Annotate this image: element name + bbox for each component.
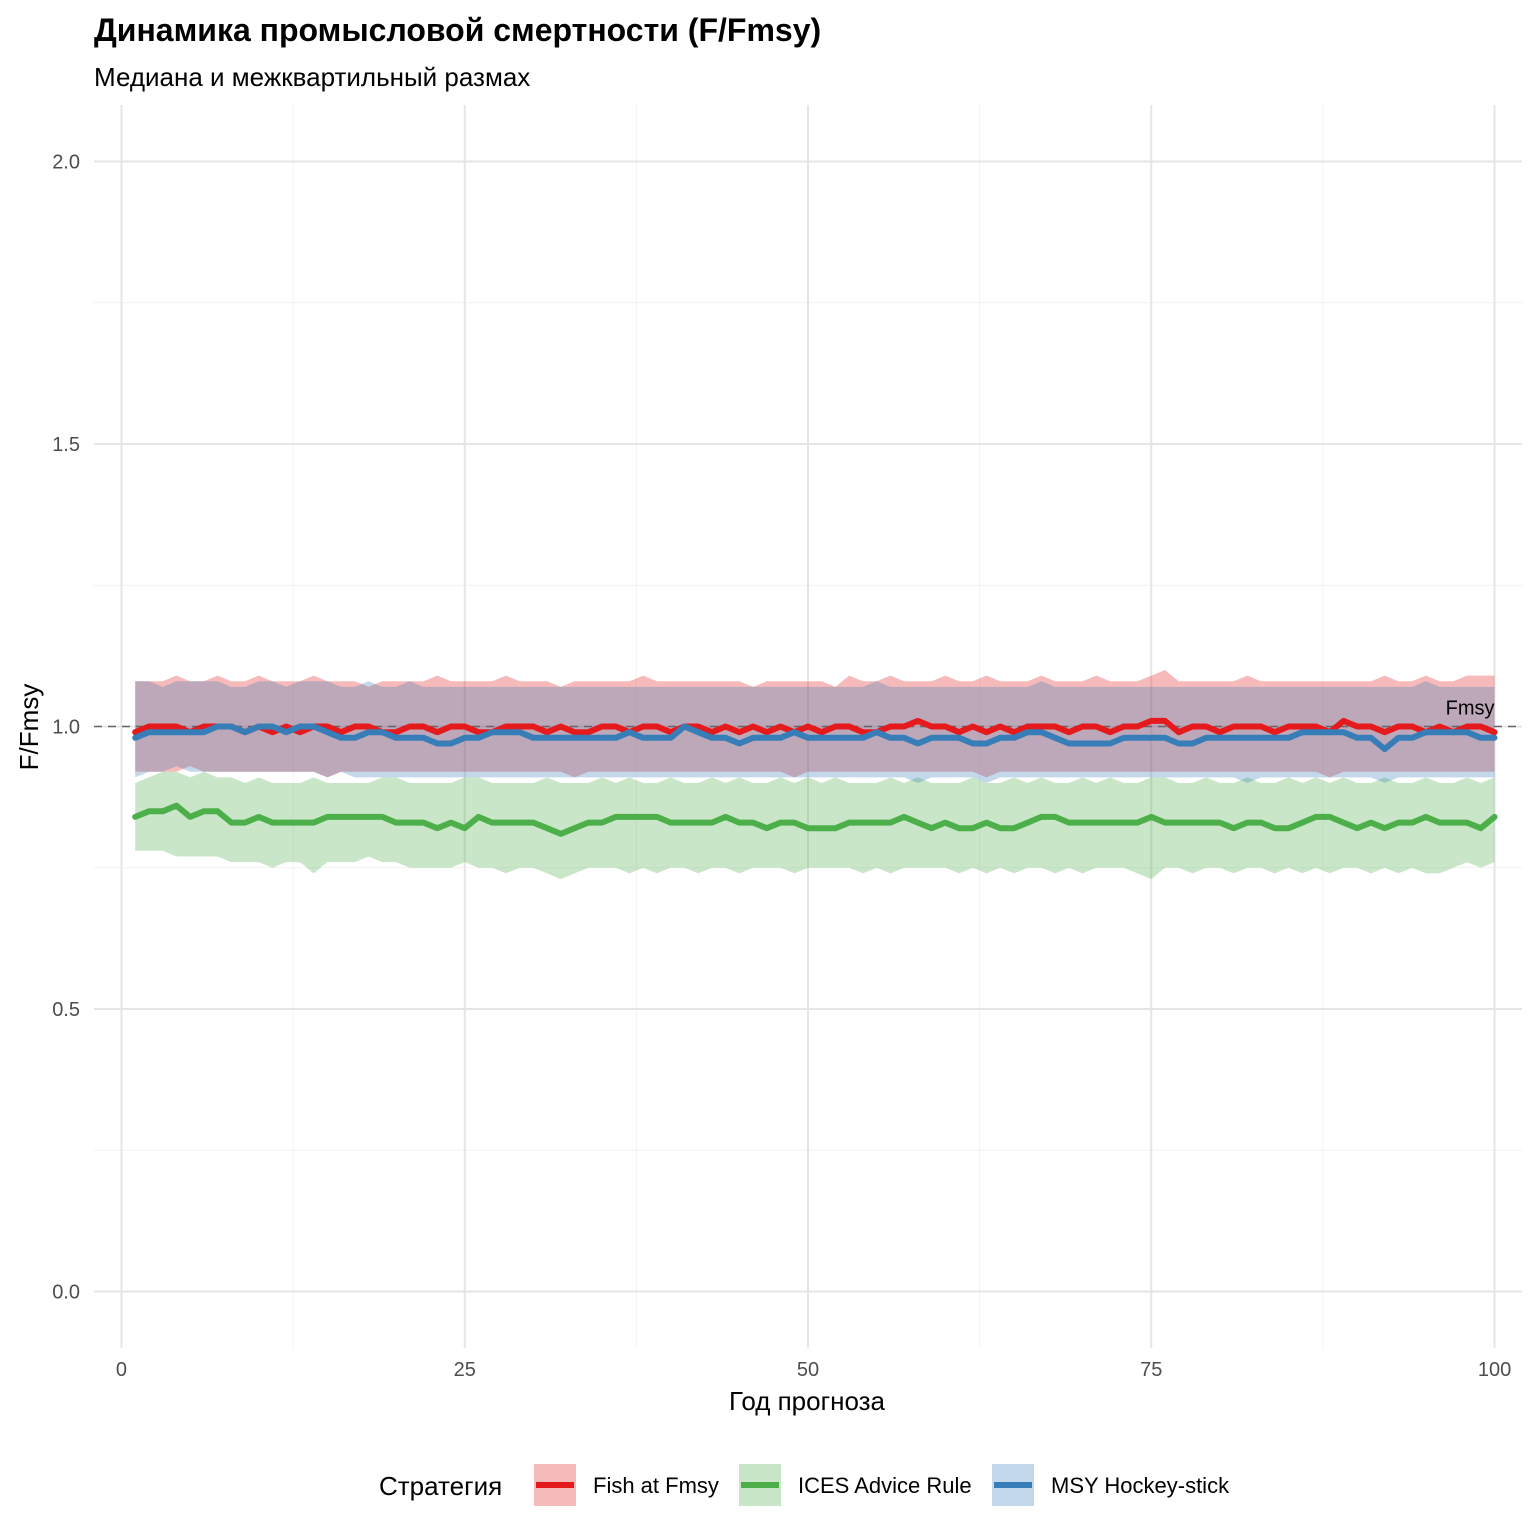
iqr-ribbons bbox=[135, 670, 1495, 880]
legend-label: MSY Hockey-stick bbox=[1051, 1473, 1230, 1498]
chart-title: Динамика промысловой смертности (F/Fmsy) bbox=[94, 12, 822, 48]
x-tick-label: 50 bbox=[797, 1359, 819, 1381]
legend-label: ICES Advice Rule bbox=[798, 1473, 972, 1498]
x-axis-ticks: 0 25 50 75 100 bbox=[116, 1359, 1511, 1381]
legend: Стратегия Fish at Fmsy ICES Advice Rule MS… bbox=[379, 1464, 1230, 1506]
x-tick-label: 75 bbox=[1140, 1359, 1162, 1381]
x-axis-title: Год прогноза bbox=[729, 1386, 886, 1416]
x-tick-label: 0 bbox=[116, 1359, 127, 1381]
iqr-ribbon-fish-at-fmsy bbox=[135, 670, 1495, 778]
median-lines bbox=[132, 717, 1498, 837]
chart-subtitle: Медиана и межквартильный размах bbox=[94, 62, 531, 92]
median-line-fish-at-fmsy bbox=[132, 717, 1498, 736]
y-tick-label: 1.0 bbox=[52, 717, 80, 739]
x-tick-label: 100 bbox=[1478, 1359, 1511, 1381]
reference-line-label: Fmsy bbox=[1446, 698, 1495, 720]
median-line-msy-hockey-stick bbox=[132, 723, 1498, 753]
y-axis-ticks: 0.0 0.5 1.0 1.5 2.0 bbox=[52, 152, 80, 1304]
y-tick-label: 0.5 bbox=[52, 999, 80, 1021]
y-tick-label: 1.5 bbox=[52, 434, 80, 456]
y-tick-label: 2.0 bbox=[52, 152, 80, 174]
x-tick-label: 25 bbox=[454, 1359, 476, 1381]
y-tick-label: 0.0 bbox=[52, 1282, 80, 1304]
y-axis-title: F/Fmsy bbox=[14, 684, 44, 771]
legend-label: Fish at Fmsy bbox=[593, 1473, 719, 1498]
legend-title: Стратегия bbox=[379, 1471, 502, 1501]
median-line-ices-advice-rule bbox=[132, 802, 1498, 837]
